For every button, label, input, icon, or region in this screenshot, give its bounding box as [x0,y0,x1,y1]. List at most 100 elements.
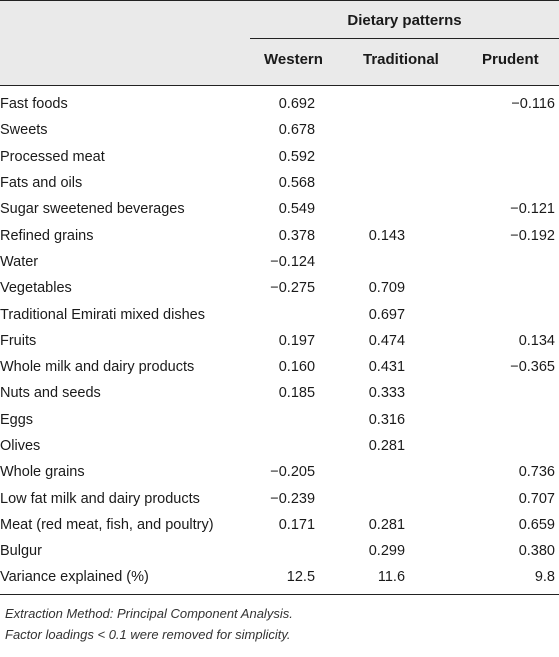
cell-traditional: 0.316 [315,407,453,433]
cell-prudent: −0.121 [510,201,555,218]
cell-prudent: 0.134 [518,332,555,349]
cell-western [236,538,315,564]
cell-traditional: 11.6 [315,564,453,590]
column-header-traditional: Traditional [363,51,439,68]
cell-prudent: −0.365 [510,359,555,376]
cell-traditional-value: 0.709 [368,280,406,297]
cell-western: 12.5 [286,569,316,586]
cell-traditional-value: 0.333 [368,385,406,402]
table-row: Fruits 0.197 0.474 0.134 [0,328,559,354]
cell-western: 0.185 [278,385,316,402]
cell-traditional-value: 0.316 [368,411,406,428]
table-row: Eggs 0.316 [0,407,559,433]
table-row: Olives 0.281 [0,433,559,459]
cell-traditional-value: 11.6 [377,569,406,586]
cell-western: 0.678 [278,122,316,139]
table-row: Traditional Emirati mixed dishes 0.697 [0,301,559,327]
cell-western: 0.568 [278,175,316,192]
cell-prudent: 0.659 [518,516,555,533]
cell-traditional [315,117,453,143]
table-header-band [0,0,559,85]
cell-western [236,407,315,433]
cell-traditional: 0.333 [315,380,453,406]
cell-prudent: −0.116 [511,96,555,113]
table-row: Fast foods 0.692 −0.116 [0,91,559,117]
table-row: Vegetables −0.275 0.709 [0,275,559,301]
row-label: Nuts and seeds [0,385,101,402]
row-label: Vegetables [0,280,72,297]
table-row: Whole milk and dairy products 0.160 0.431 −… [0,354,559,380]
row-label: Low fat milk and dairy products [0,490,200,507]
row-label: Processed meat [0,148,105,165]
cell-prudent: 0.736 [518,464,555,481]
cell-traditional: 0.697 [315,301,453,327]
cell-prudent: 9.8 [534,569,555,586]
loadings-table: Fast foods 0.692 −0.116 Sweets 0.678 Processe… [0,91,559,591]
cell-western: −0.205 [270,464,316,481]
cell-prudent: −0.192 [510,227,555,244]
table-row: Nuts and seeds 0.185 0.333 [0,380,559,406]
table-row: Bulgur 0.299 0.380 [0,538,559,564]
cell-traditional [315,459,453,485]
cell-prudent [453,275,559,301]
row-label: Bulgur [0,543,42,560]
cell-prudent [453,144,559,170]
row-label: Fats and oils [0,175,83,192]
row-label: Water [0,253,39,270]
column-header-prudent: Prudent [482,51,539,68]
table-row: Whole grains −0.205 0.736 [0,459,559,485]
cell-prudent [453,170,559,196]
table-row: Sweets 0.678 [0,117,559,143]
footnote-extraction: Extraction Method: Principal Component A… [5,606,293,621]
column-header-western: Western [264,51,323,68]
cell-traditional: 0.281 [315,433,453,459]
row-label: Whole grains [0,464,85,481]
cell-prudent [453,117,559,143]
row-label: Sweets [0,122,48,139]
table-row: Water −0.124 [0,249,559,275]
cell-prudent: 0.380 [518,543,555,560]
table-row: Fats and oils 0.568 [0,170,559,196]
table-row: Processed meat 0.592 [0,144,559,170]
cell-western: 0.692 [278,96,316,113]
table-row: Sugar sweetened beverages 0.549 −0.121 [0,196,559,222]
row-label: Variance explained (%) [0,569,149,586]
row-label: Sugar sweetened beverages [0,201,185,218]
cell-traditional-value: 0.431 [368,359,406,376]
cell-traditional-value: 0.299 [368,543,406,560]
cell-traditional: 0.299 [315,538,453,564]
cell-western: 0.549 [278,201,316,218]
row-label: Olives [0,438,41,454]
cell-traditional: 0.431 [315,354,453,380]
table-row: Refined grains 0.378 0.143 −0.192 [0,222,559,248]
group-header: Dietary patterns [347,12,462,29]
row-label: Refined grains [0,227,94,244]
cell-western: 0.160 [278,359,316,376]
cell-prudent [453,433,559,459]
cell-prudent: 0.707 [518,490,555,507]
bottom-rule [0,594,559,595]
cell-traditional: 0.474 [315,328,453,354]
row-label: Meat (red meat, fish, and poultry) [0,516,214,533]
cell-prudent [453,407,559,433]
row-label: Whole milk and dairy products [0,359,195,376]
cell-traditional [315,170,453,196]
cell-western: 0.378 [278,227,316,244]
cell-traditional-value: 0.474 [368,332,406,349]
row-label: Traditional Emirati mixed dishes [0,306,205,323]
top-rule [0,0,559,1]
cell-traditional: 0.281 [315,512,453,538]
group-header-rule [250,38,559,39]
cell-traditional [315,485,453,511]
cell-western: −0.275 [270,280,316,297]
cell-western: −0.239 [270,490,316,507]
cell-western: 0.171 [278,516,316,533]
cell-western: −0.124 [270,253,316,270]
cell-traditional: 0.143 [315,222,453,248]
row-label: Fruits [0,332,37,349]
cell-traditional [315,249,453,275]
cell-traditional-value: 0.281 [368,516,406,533]
cell-western: 0.197 [278,332,316,349]
header-rule [0,85,559,86]
row-label: Fast foods [0,96,68,113]
